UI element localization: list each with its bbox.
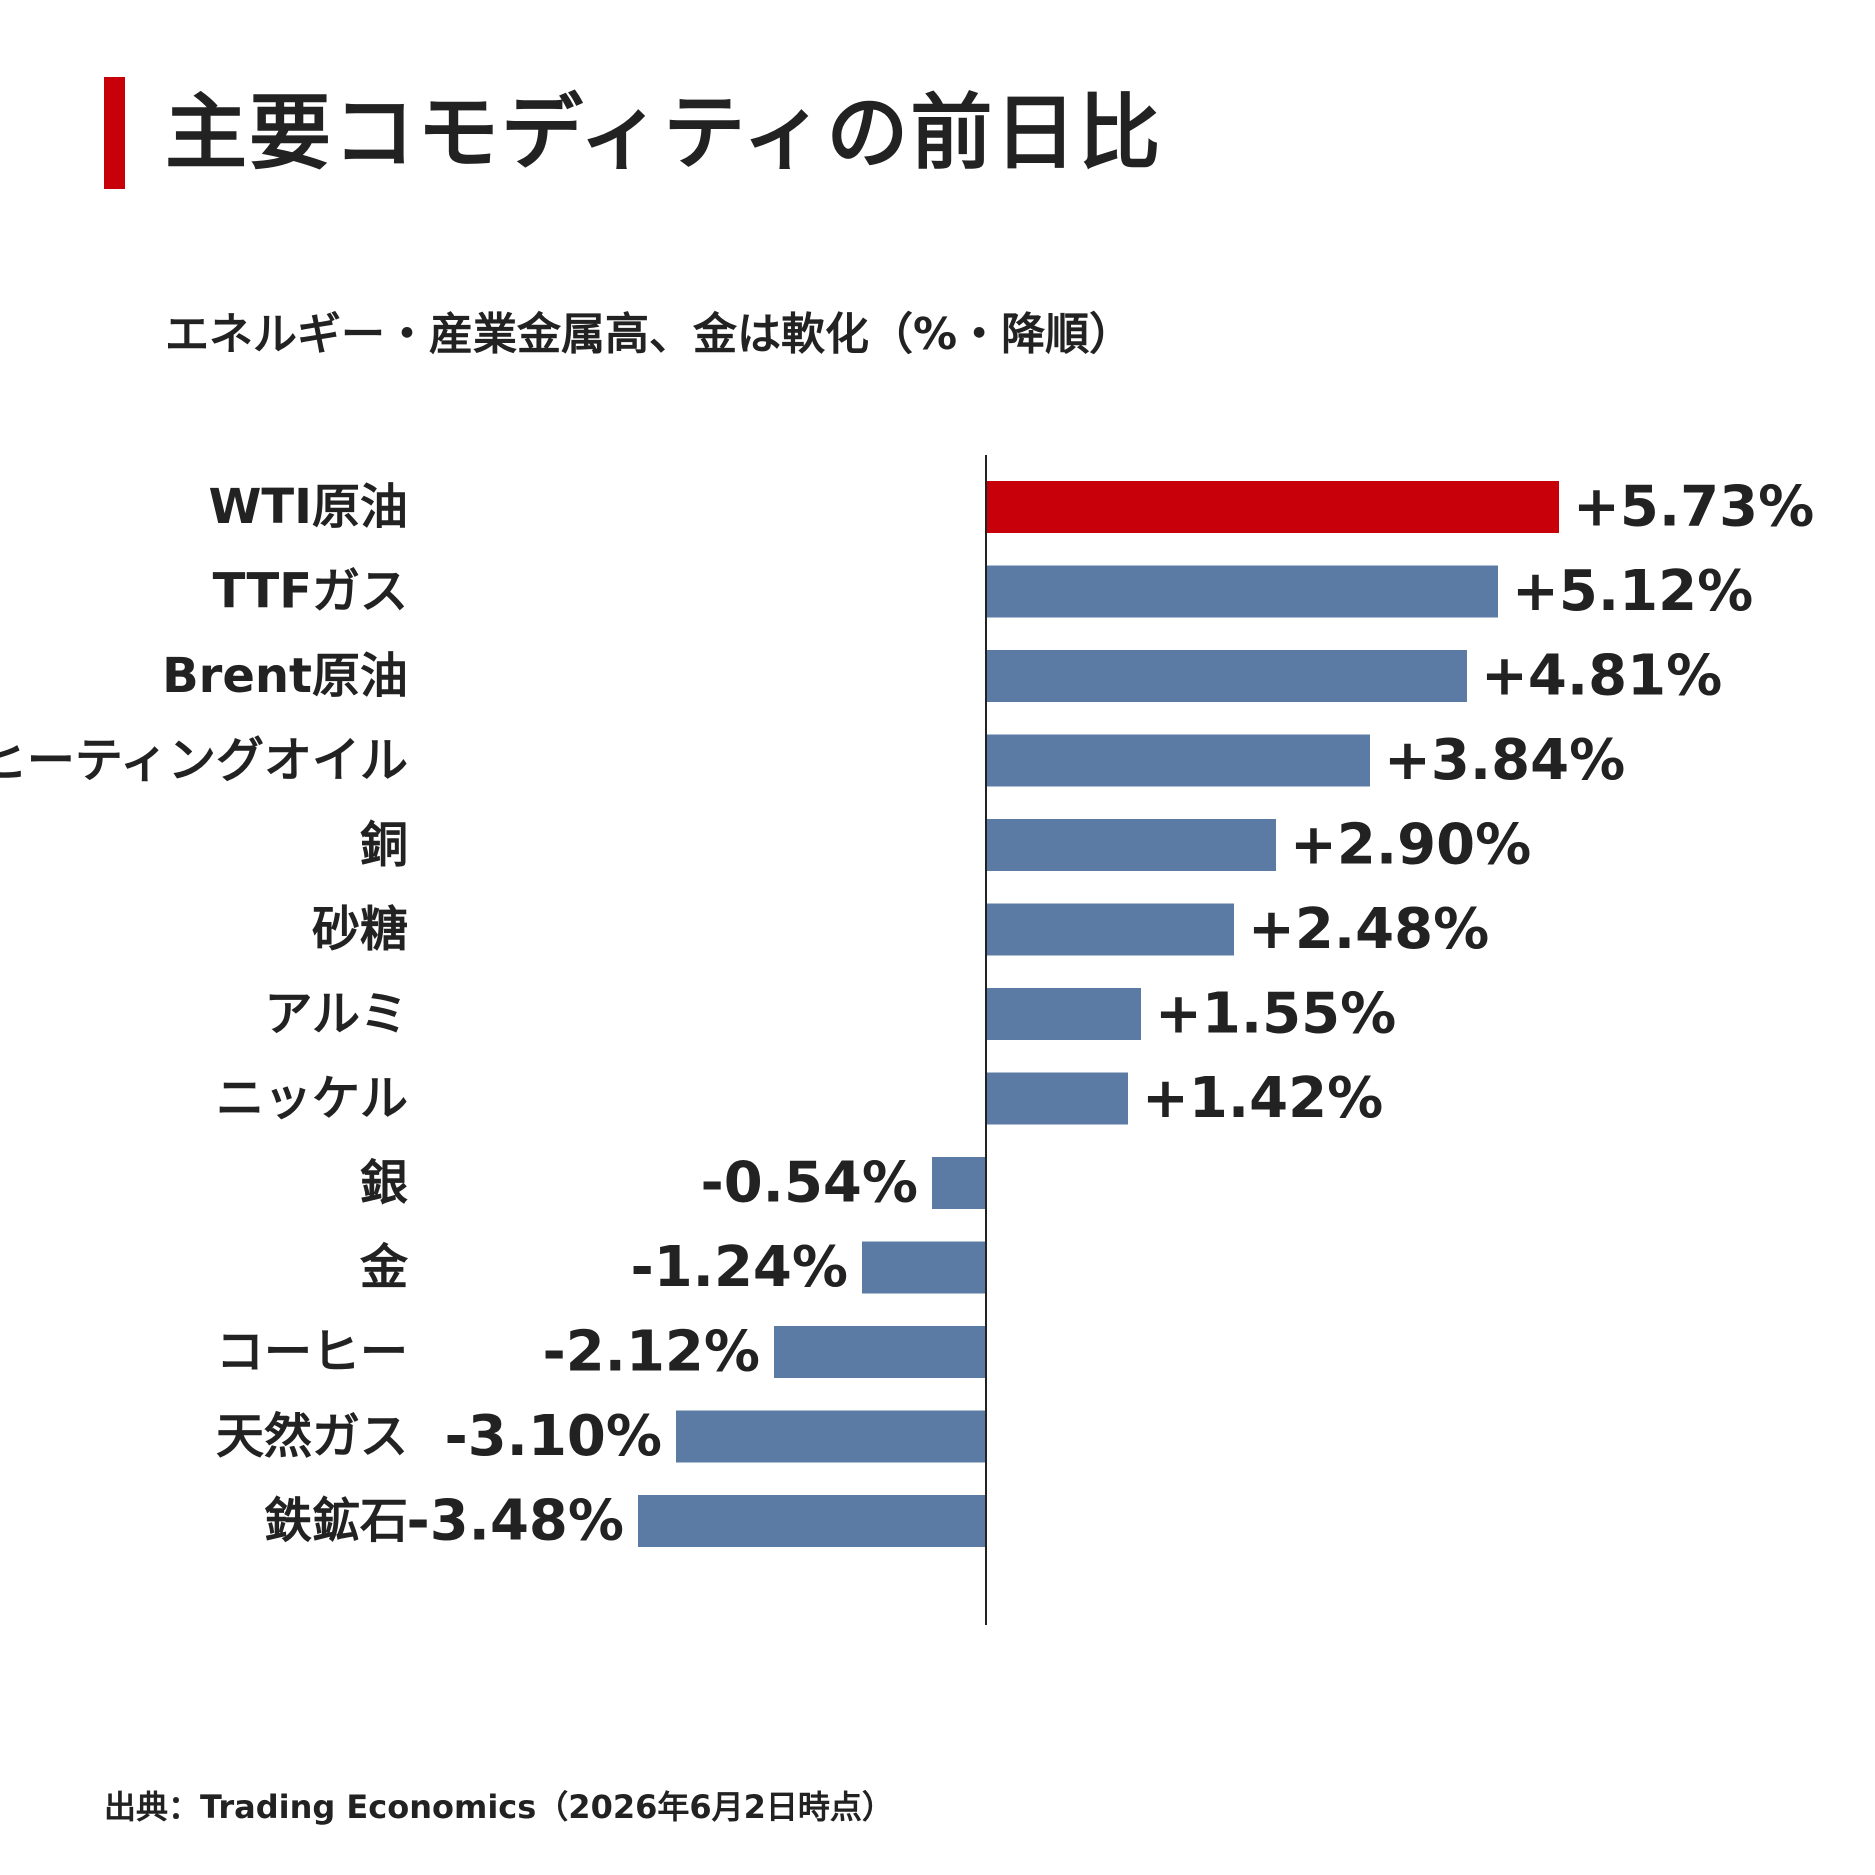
- bar-9: [862, 1241, 986, 1294]
- bar-8: [932, 1157, 986, 1209]
- value-label: -3.48%: [406, 1489, 624, 1554]
- category-label: ニッケル: [216, 1071, 408, 1127]
- bar-10: [774, 1326, 986, 1378]
- category-label: 天然ガス: [216, 1409, 408, 1465]
- bar-11: [676, 1410, 986, 1463]
- title-accent-bar: [104, 77, 125, 189]
- bar-2: [986, 650, 1467, 702]
- category-label: 銅: [360, 817, 408, 873]
- category-label: アルミ: [264, 986, 408, 1042]
- bar-5: [986, 903, 1234, 956]
- value-label: +1.55%: [1155, 982, 1396, 1047]
- bars-layer: [638, 481, 1559, 1547]
- category-label: コーヒー: [216, 1324, 408, 1380]
- value-label: +3.84%: [1384, 728, 1625, 793]
- page-title: 主要コモディティの前日比: [165, 86, 1163, 181]
- bar-0: [986, 481, 1559, 533]
- bar-1: [986, 565, 1498, 618]
- category-label: 鉄鉱石: [264, 1493, 408, 1549]
- category-label: Brent原油: [162, 648, 408, 704]
- value-label: +2.48%: [1248, 897, 1489, 962]
- category-label: WTI原油: [208, 479, 408, 535]
- category-label: 砂糖: [312, 902, 408, 958]
- category-label: 金: [359, 1240, 409, 1296]
- bar-3: [986, 734, 1370, 787]
- source-note: 出典：Trading Economics（2026年6月2日時点）: [104, 1788, 894, 1826]
- category-label: 銀: [360, 1155, 408, 1211]
- value-label: -0.54%: [700, 1151, 918, 1216]
- value-label: +1.42%: [1142, 1066, 1383, 1131]
- value-label: +5.73%: [1573, 475, 1814, 540]
- value-label: +4.81%: [1481, 644, 1722, 709]
- value-label: +2.90%: [1290, 813, 1531, 878]
- labels-layer: WTI原油 +5.73% TTFガス +5.12% Brent原油 +4.81% ヒーティン…: [0, 475, 1814, 1554]
- chart-subtitle: エネルギー・産業金属高、金は軟化（%・降順）: [165, 309, 1134, 360]
- bar-4: [986, 819, 1276, 871]
- value-label: -2.12%: [542, 1320, 760, 1385]
- bar-7: [986, 1072, 1128, 1125]
- bar-6: [986, 988, 1141, 1040]
- value-label: -1.24%: [630, 1235, 848, 1300]
- value-label: -3.10%: [444, 1404, 662, 1469]
- category-label: ヒーティングオイル: [0, 733, 408, 789]
- value-label: +5.12%: [1512, 559, 1753, 624]
- category-label: TTFガス: [213, 564, 408, 620]
- bar-12: [638, 1495, 986, 1547]
